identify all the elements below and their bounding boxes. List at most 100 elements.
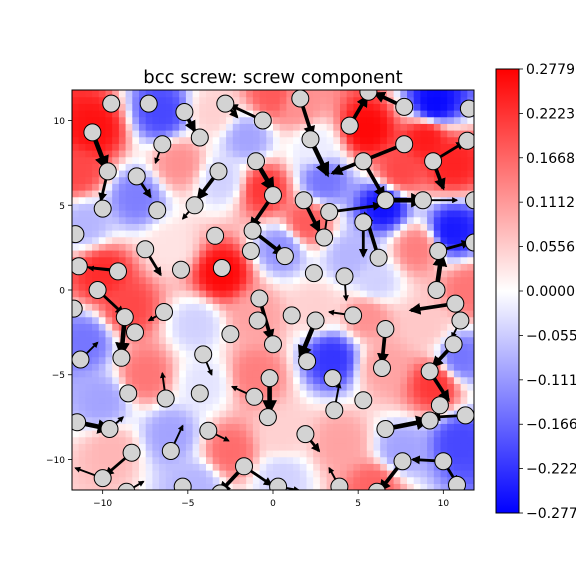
field-cell <box>299 303 308 311</box>
field-cell <box>92 356 100 364</box>
field-cell <box>353 90 361 98</box>
field-cell <box>139 290 147 298</box>
field-cell <box>252 476 261 484</box>
field-cell <box>179 356 187 364</box>
field-cell <box>413 463 421 471</box>
field-cell <box>380 436 388 444</box>
field-cell <box>152 150 160 158</box>
field-cell <box>380 443 388 451</box>
field-cell <box>313 296 321 304</box>
field-cell <box>286 470 294 478</box>
atom-marker <box>420 411 439 430</box>
field-cell <box>172 376 180 384</box>
field-cell <box>72 210 80 218</box>
field-cell <box>286 343 294 351</box>
field-cell <box>440 356 448 364</box>
field-cell <box>125 143 133 151</box>
field-cell <box>373 216 381 224</box>
field-cell <box>319 323 328 331</box>
field-cell <box>179 436 187 444</box>
field-cell <box>259 423 267 431</box>
field-cell <box>78 336 86 344</box>
field-cell <box>407 236 415 244</box>
field-cell <box>319 290 328 298</box>
field-cell <box>427 176 435 184</box>
field-cell <box>159 90 167 98</box>
field-cell <box>192 363 200 371</box>
field-cell <box>206 443 214 451</box>
field-cell <box>279 423 287 431</box>
field-cell <box>433 210 442 218</box>
field-cell <box>433 443 442 451</box>
field-cell <box>206 283 214 291</box>
atom-marker <box>275 247 294 266</box>
field-cell <box>373 343 381 351</box>
field-cell <box>460 163 468 171</box>
atom-marker <box>304 264 323 283</box>
field-cell <box>185 443 194 451</box>
atom-marker <box>72 299 83 318</box>
field-cell <box>212 323 220 331</box>
field-cell <box>340 263 348 271</box>
field-cell <box>326 330 334 338</box>
field-cell <box>152 110 160 118</box>
field-cell <box>407 170 415 178</box>
field-cell <box>266 363 274 371</box>
field-cell <box>326 250 334 258</box>
field-cell <box>386 116 395 124</box>
field-cell <box>380 130 388 138</box>
field-cell <box>427 383 435 391</box>
field-cell <box>125 416 133 424</box>
field-cell <box>273 390 281 398</box>
field-cell <box>212 136 220 144</box>
field-cell <box>98 263 107 271</box>
field-cell <box>179 363 187 371</box>
field-cell <box>400 476 408 484</box>
field-cell <box>413 350 421 358</box>
field-cell <box>393 210 401 218</box>
atom-marker <box>340 116 359 135</box>
field-cell <box>192 336 200 344</box>
field-cell <box>246 196 254 204</box>
field-cell <box>353 270 361 278</box>
atom-marker <box>119 384 138 403</box>
field-cell <box>380 143 388 151</box>
field-cell <box>407 276 415 284</box>
atom-marker <box>298 352 317 371</box>
field-cell <box>440 436 448 444</box>
field-cell <box>306 96 314 104</box>
field-cell <box>118 123 127 131</box>
field-cell <box>118 110 127 118</box>
field-cell <box>440 430 448 438</box>
field-cell <box>239 170 247 178</box>
field-cell <box>139 263 147 271</box>
field-cell <box>239 423 247 431</box>
field-cell <box>319 250 328 258</box>
field-cell <box>447 410 455 418</box>
field-cell <box>92 436 100 444</box>
field-cell <box>293 376 301 384</box>
field-cell <box>273 423 281 431</box>
field-cell <box>293 130 301 138</box>
field-cell <box>105 250 113 258</box>
field-cell <box>105 370 113 378</box>
field-cell <box>333 110 341 118</box>
field-cell <box>286 430 294 438</box>
field-cell <box>192 416 200 424</box>
field-cell <box>246 263 254 271</box>
field-cell <box>447 383 455 391</box>
field-cell <box>179 323 187 331</box>
field-cell <box>179 456 187 464</box>
field-cell <box>232 310 241 318</box>
x-tick-label: −10 <box>93 499 112 509</box>
field-cell <box>313 470 321 478</box>
field-cell <box>319 383 328 391</box>
field-cell <box>353 403 361 411</box>
field-cell <box>212 470 220 478</box>
field-cell <box>319 396 328 404</box>
field-cell <box>266 136 274 144</box>
field-cell <box>246 323 254 331</box>
field-cell <box>192 263 200 271</box>
field-cell <box>165 103 174 111</box>
field-cell <box>293 116 301 124</box>
